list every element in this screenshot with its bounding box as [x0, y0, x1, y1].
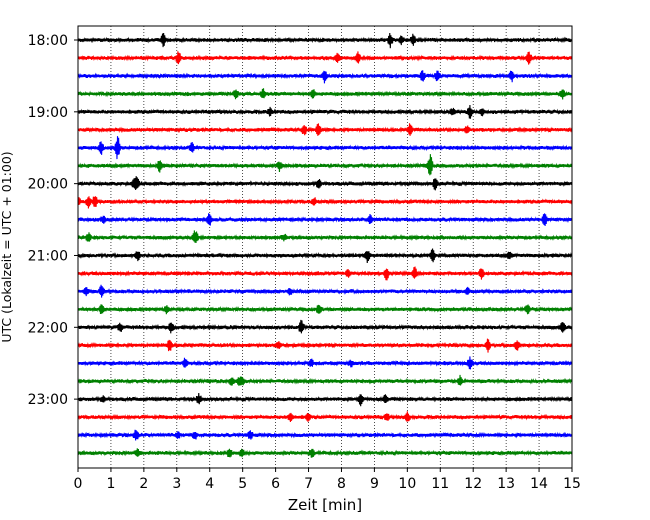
trace-1900	[77, 105, 573, 119]
x-tick-label: 10	[398, 476, 416, 492]
trace-2030	[77, 213, 573, 227]
x-tick-label: 1	[106, 476, 115, 492]
trace-2145	[77, 304, 573, 315]
x-tick-label: 0	[74, 476, 83, 492]
trace-2230	[77, 356, 573, 370]
trace-2200	[77, 319, 573, 334]
trace-1800	[77, 32, 573, 49]
y-tick-label: 21:00	[28, 248, 68, 264]
y-tick-label: 22:00	[28, 320, 68, 336]
trace-1945	[77, 154, 573, 176]
trace-2300	[77, 393, 573, 407]
x-tick-label: 3	[172, 476, 181, 492]
y-tick-label: 20:00	[28, 177, 68, 193]
x-tick-label: 8	[337, 476, 346, 492]
trace-2115	[77, 266, 573, 281]
x-tick-label: 12	[464, 476, 482, 492]
x-tick-label: 7	[304, 476, 313, 492]
trace-2045	[77, 230, 573, 243]
trace-1845	[77, 88, 573, 100]
x-tick-label: 14	[530, 476, 548, 492]
x-tick-label: 9	[370, 476, 379, 492]
y-tick-label: 23:00	[28, 392, 68, 408]
trace-2100	[77, 248, 573, 264]
x-ticks: 0 1 2 3 4 5 6 7 8 9 10 11 12 13 14 15	[74, 468, 581, 492]
y-tick-label: 19:00	[28, 105, 68, 121]
traces	[77, 32, 573, 458]
trace-2345	[77, 448, 573, 458]
x-tick-label: 15	[563, 476, 581, 492]
x-tick-label: 6	[271, 476, 280, 492]
x-tick-label: 11	[431, 476, 449, 492]
x-tick-label: 13	[497, 476, 515, 492]
trace-1930	[77, 136, 573, 160]
trace-1915	[77, 123, 573, 136]
trace-2215	[77, 338, 573, 353]
plot-frame	[77, 25, 573, 469]
y-axis-label: UTC (Lokalzeit = UTC + 01:00)	[0, 151, 14, 342]
trace-2130	[77, 284, 573, 298]
x-axis-label: Zeit [min]	[288, 496, 362, 514]
trace-2315	[77, 411, 573, 423]
x-tick-label: 5	[238, 476, 247, 492]
trace-1830	[77, 70, 573, 84]
y-ticks: 18:00 19:00 20:00 21:00 22:00 23:00	[28, 33, 78, 408]
x-tick-label: 4	[205, 476, 214, 492]
trace-2330	[77, 429, 573, 441]
y-tick-label: 18:00	[28, 33, 68, 49]
x-tick-label: 2	[139, 476, 148, 492]
trace-2000	[77, 176, 573, 191]
trace-2015	[77, 196, 573, 209]
trace-2245	[77, 374, 573, 386]
trace-1815	[77, 51, 573, 65]
